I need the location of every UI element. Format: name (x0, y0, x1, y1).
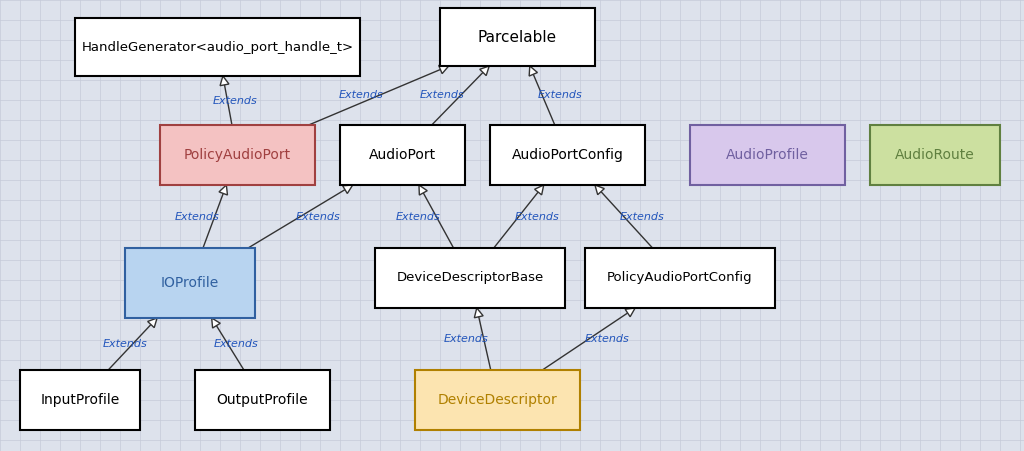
FancyBboxPatch shape (440, 8, 595, 66)
FancyBboxPatch shape (160, 125, 315, 185)
FancyBboxPatch shape (195, 370, 330, 430)
Text: HandleGenerator<audio_port_handle_t>: HandleGenerator<audio_port_handle_t> (82, 41, 353, 54)
Polygon shape (595, 185, 604, 195)
Text: PolicyAudioPort: PolicyAudioPort (184, 148, 291, 162)
Text: Extends: Extends (338, 91, 383, 101)
Polygon shape (212, 318, 220, 328)
Text: Parcelable: Parcelable (478, 29, 557, 45)
Polygon shape (479, 66, 489, 76)
Text: InputProfile: InputProfile (40, 393, 120, 407)
Text: Extends: Extends (585, 334, 629, 344)
FancyBboxPatch shape (690, 125, 845, 185)
Polygon shape (419, 185, 427, 195)
Polygon shape (625, 308, 635, 317)
FancyBboxPatch shape (125, 248, 255, 318)
FancyBboxPatch shape (585, 248, 775, 308)
FancyBboxPatch shape (340, 125, 465, 185)
Text: Extends: Extends (296, 212, 341, 221)
Text: AudioPort: AudioPort (369, 148, 436, 162)
Text: Extends: Extends (443, 334, 488, 344)
Text: AudioProfile: AudioProfile (726, 148, 809, 162)
FancyBboxPatch shape (415, 370, 580, 430)
FancyBboxPatch shape (870, 125, 1000, 185)
Text: Extends: Extends (213, 96, 258, 106)
Polygon shape (474, 308, 483, 318)
Text: Extends: Extends (396, 212, 440, 221)
Text: DeviceDescriptor: DeviceDescriptor (437, 393, 557, 407)
FancyBboxPatch shape (490, 125, 645, 185)
Polygon shape (535, 185, 544, 195)
Text: AudioPortConfig: AudioPortConfig (512, 148, 624, 162)
Text: Extends: Extends (620, 212, 665, 221)
Polygon shape (220, 76, 229, 86)
Text: PolicyAudioPortConfig: PolicyAudioPortConfig (607, 272, 753, 285)
Polygon shape (147, 318, 157, 327)
Text: IOProfile: IOProfile (161, 276, 219, 290)
Text: Extends: Extends (213, 339, 258, 349)
Text: DeviceDescriptorBase: DeviceDescriptorBase (396, 272, 544, 285)
Text: OutputProfile: OutputProfile (217, 393, 308, 407)
Text: Extends: Extends (514, 212, 559, 221)
Text: Extends: Extends (174, 212, 219, 221)
Polygon shape (343, 185, 352, 193)
FancyBboxPatch shape (75, 18, 360, 76)
Text: Extends: Extends (420, 91, 465, 101)
FancyBboxPatch shape (375, 248, 565, 308)
Text: AudioRoute: AudioRoute (895, 148, 975, 162)
Polygon shape (219, 185, 227, 195)
Text: Extends: Extends (538, 91, 583, 101)
Polygon shape (438, 65, 449, 74)
Polygon shape (529, 66, 538, 76)
FancyBboxPatch shape (20, 370, 140, 430)
Text: Extends: Extends (102, 339, 147, 349)
